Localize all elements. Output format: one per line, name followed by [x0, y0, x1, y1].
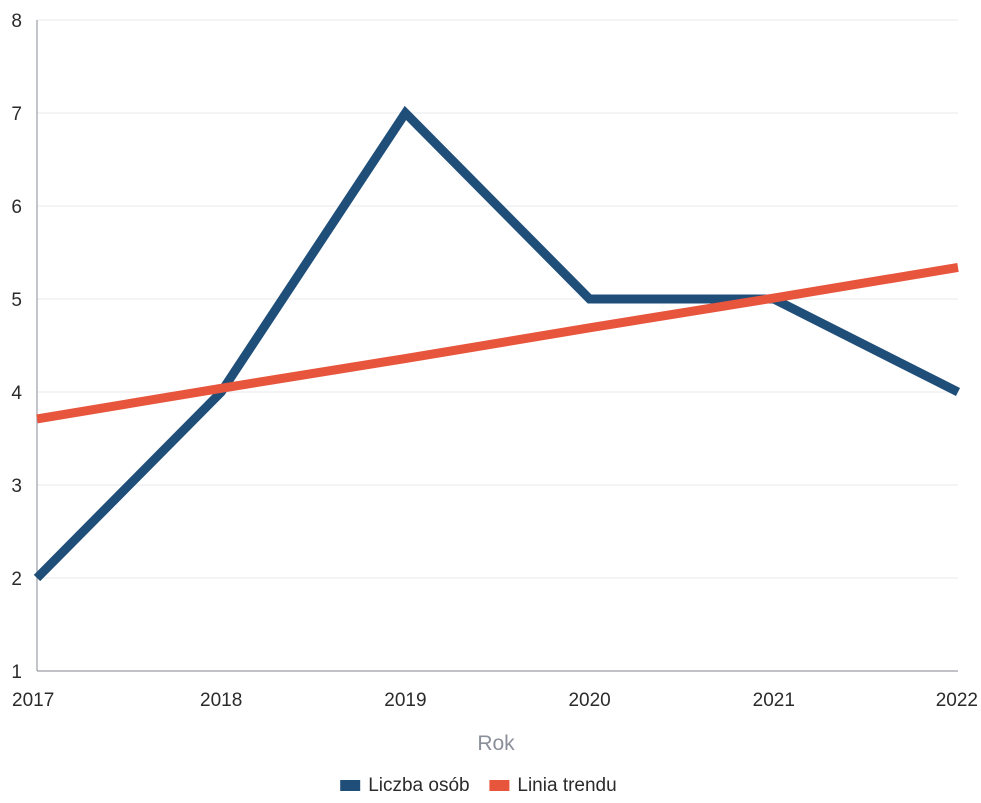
y-tick-label: 1	[11, 662, 22, 683]
x-tick-label: 2020	[568, 690, 610, 711]
y-tick-label: 4	[11, 383, 22, 404]
y-tick-label: 2	[11, 569, 22, 590]
series-line-0	[33, 105, 961, 582]
x-tick-label: 2019	[384, 690, 426, 711]
legend-swatch-0	[340, 780, 361, 791]
legend-label-1: Linia trendu	[517, 775, 616, 796]
tick-labels: 1 2 3 4 5 6 7 8 2017 2018 2019 2020 2021 2022	[11, 11, 978, 711]
x-tick-label: 2021	[753, 690, 795, 711]
legend-label-0: Liczba osób	[368, 775, 469, 796]
y-tick-label: 3	[11, 476, 22, 497]
gridlines	[37, 19, 958, 579]
series-lines	[33, 105, 961, 582]
x-axis-title: Rok	[477, 732, 515, 755]
y-tick-label: 6	[11, 197, 22, 218]
y-tick-label: 7	[11, 104, 22, 125]
x-tick-label: 2017	[12, 690, 54, 711]
legend-swatch-1	[489, 780, 510, 791]
y-tick-label: 8	[11, 11, 22, 32]
axes	[36, 20, 958, 672]
x-tick-label: 2018	[200, 690, 242, 711]
x-tick-label: 2022	[936, 690, 978, 711]
legend: Liczba osób Linia trendu	[340, 775, 617, 796]
series-line-1	[36, 262, 959, 424]
y-tick-label: 5	[11, 290, 22, 311]
